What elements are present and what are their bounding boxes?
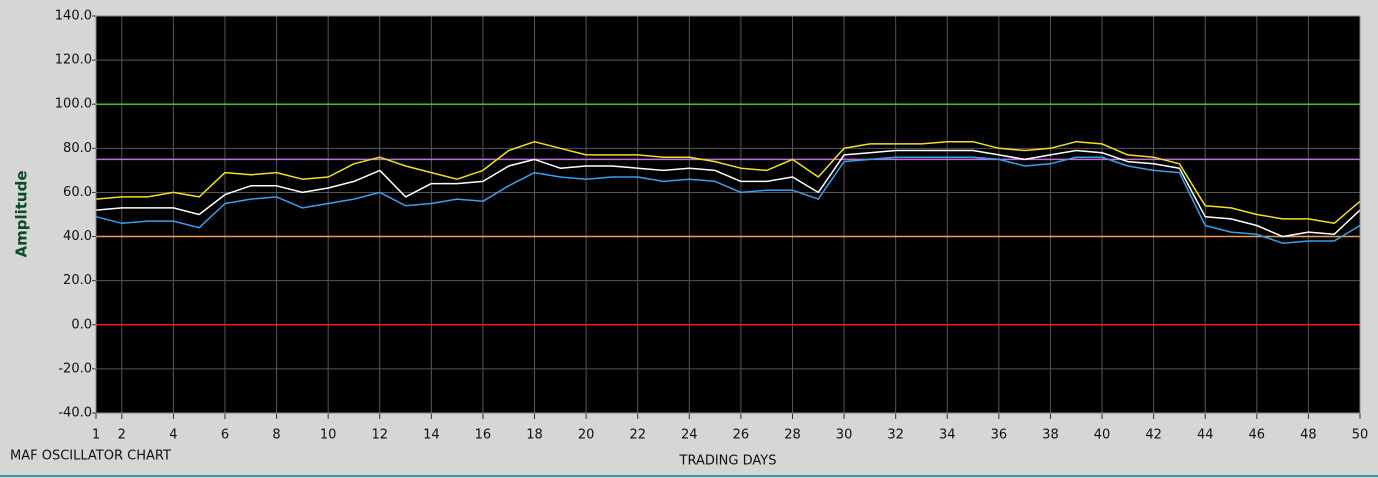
y-tick-label: -20.0 [58, 361, 92, 376]
x-tick-label: 46 [1249, 428, 1266, 443]
x-tick-label: 26 [733, 428, 750, 443]
x-tick-label: 14 [423, 428, 440, 443]
y-tick-label: 100.0 [55, 97, 92, 112]
x-tick-label: 18 [526, 428, 543, 443]
x-tick-label: 10 [320, 428, 337, 443]
data-line [95, 149, 1361, 238]
data-line [95, 156, 1361, 244]
x-tick-label: 44 [1197, 428, 1214, 443]
y-tick-label: 0.0 [71, 317, 92, 332]
x-tick-label: 20 [578, 428, 595, 443]
x-tick-label: 32 [887, 428, 904, 443]
x-tick-label: 28 [784, 428, 801, 443]
y-tick-label: -40.0 [58, 406, 92, 421]
x-tick-label: 22 [629, 428, 646, 443]
x-tick-label: 34 [939, 428, 956, 443]
x-tick-label: 6 [221, 428, 229, 443]
y-tick-label: 60.0 [63, 185, 92, 200]
x-tick-label: 50 [1352, 428, 1369, 443]
y-tick-label: 120.0 [55, 53, 92, 68]
y-tick-label: 40.0 [63, 229, 92, 244]
chart-caption: MAF OSCILLATOR CHART [10, 449, 171, 464]
x-tick-label: 1 [92, 428, 100, 443]
y-axis-label: Amplitude [13, 170, 31, 257]
data-line [95, 140, 1361, 225]
y-tick-label: 80.0 [63, 141, 92, 156]
x-tick-label: 36 [991, 428, 1008, 443]
plot-area [96, 16, 1360, 413]
x-tick-label: 4 [169, 428, 177, 443]
x-tick-label: 40 [1094, 428, 1111, 443]
x-tick-label: 2 [118, 428, 126, 443]
y-tick-label: 20.0 [63, 273, 92, 288]
x-tick-label: 38 [1042, 428, 1059, 443]
x-tick-label: 48 [1300, 428, 1317, 443]
y-tick-label: 140.0 [55, 9, 92, 24]
x-tick-label: 16 [475, 428, 492, 443]
x-tick-label: 12 [371, 428, 388, 443]
x-tick-label: 42 [1145, 428, 1162, 443]
plot-frame [95, 15, 1361, 414]
x-tick-label: 30 [836, 428, 853, 443]
x-tick-label: 24 [681, 428, 698, 443]
x-axis-label: TRADING DAYS [679, 454, 777, 469]
x-tick-label: 8 [272, 428, 280, 443]
